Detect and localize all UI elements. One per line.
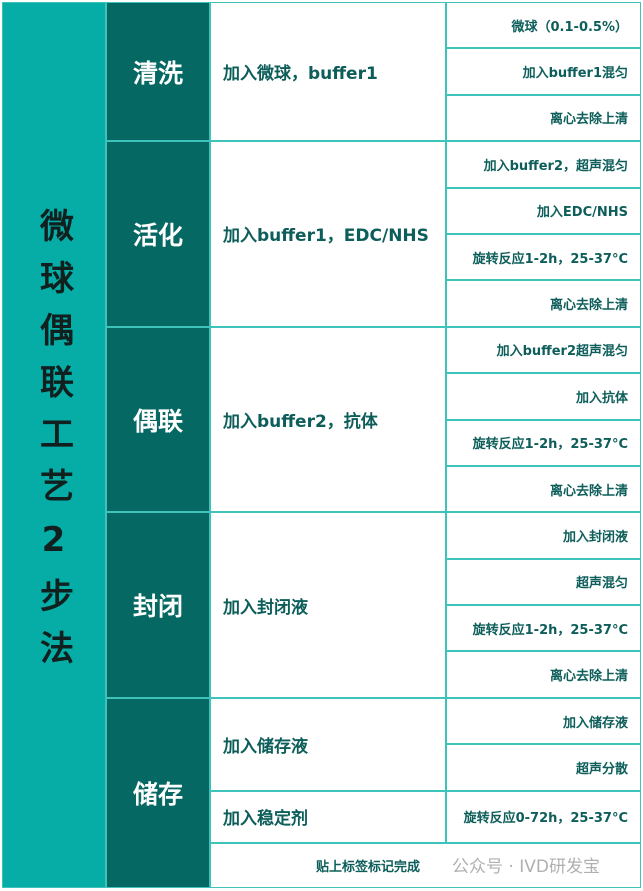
sub-step: 旋转反应0-72h，25-37°C xyxy=(446,790,641,843)
stage-couple: 偶联 xyxy=(106,326,210,513)
sub-step: 加入buffer1混匀 xyxy=(446,48,641,95)
sub-step: 加入抗体 xyxy=(446,373,641,420)
stage-main-step: 加入稳定剂 xyxy=(210,790,446,843)
sub-step: 加入封闭液 xyxy=(446,512,641,559)
stage-main-step: 加入封闭液 xyxy=(210,512,446,698)
sub-step: 离心去除上清 xyxy=(446,94,641,142)
sub-step: 加入buffer2，超声混匀 xyxy=(446,141,641,188)
sub-step: 离心去除上清 xyxy=(446,651,641,698)
stage-main-step: 加入buffer2，抗体 xyxy=(210,326,446,513)
stage-main-step: 加入储存液 xyxy=(210,697,446,791)
stage-store: 储存 xyxy=(106,697,210,888)
stage-wash: 清洗 xyxy=(106,2,210,142)
sub-step: 离心去除上清 xyxy=(446,465,641,513)
stage-block: 封闭 xyxy=(106,512,210,698)
sub-step: 超声分散 xyxy=(446,744,641,791)
table-title-cell: 微球偶联工艺2步法 xyxy=(2,2,106,888)
sub-step: 加入EDC/NHS xyxy=(446,187,641,234)
sub-step: 旋转反应1-2h，25-37°C xyxy=(446,419,641,466)
sub-step: 超声混匀 xyxy=(446,558,641,606)
sub-step: 旋转反应1-2h，25-37°C xyxy=(446,605,641,652)
sub-step: 旋转反应1-2h，25-37°C xyxy=(446,233,641,281)
final-step: 贴上标签标记完成 xyxy=(210,842,641,888)
stage-activate: 活化 xyxy=(106,141,210,327)
sub-step: 微球（0.1-0.5%） xyxy=(446,2,641,49)
sub-step: 加入buffer2超声混匀 xyxy=(446,326,641,374)
stage-main-step: 加入微球，buffer1 xyxy=(210,2,446,142)
stage-main-step: 加入buffer1，EDC/NHS xyxy=(210,141,446,327)
sub-step: 加入储存液 xyxy=(446,697,641,745)
table-title: 微球偶联工艺2步法 xyxy=(33,207,74,682)
sub-step: 离心去除上清 xyxy=(446,280,641,327)
